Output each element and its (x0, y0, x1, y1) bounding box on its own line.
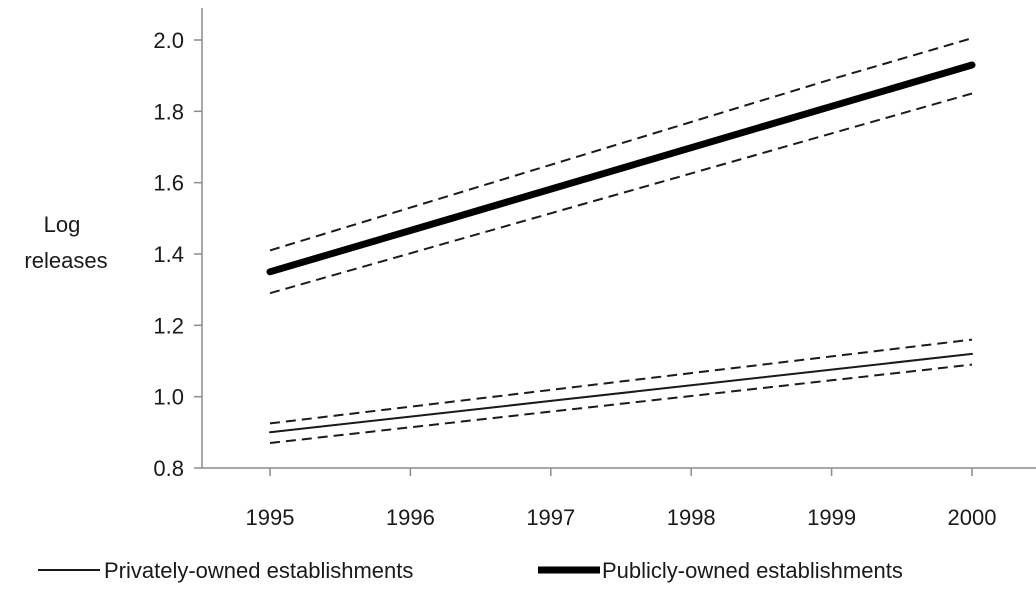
x-tick-label: 1998 (667, 505, 716, 530)
legend-label: Privately-owned establishments (104, 558, 413, 583)
y-axis-title-line-1: Log (44, 212, 81, 237)
y-tick-label: 1.8 (153, 99, 184, 124)
legend-label: Publicly-owned establishments (602, 558, 903, 583)
x-tick-label: 1995 (246, 505, 295, 530)
private-ci-upper-line (269, 338, 973, 425)
public-series-line (266, 61, 976, 276)
x-tick-label: 1999 (807, 505, 856, 530)
public-ci-upper-line (269, 37, 973, 252)
x-tick-label: 2000 (948, 505, 997, 530)
public-ci-lower-line (269, 92, 973, 295)
y-tick-label: 1.4 (153, 242, 184, 267)
private-ci-lower-line (269, 363, 973, 444)
private-series-line (269, 352, 973, 434)
y-tick-label: 2.0 (153, 28, 184, 53)
y-tick-label: 1.6 (153, 171, 184, 196)
y-axis-title-line-2: releases (24, 248, 107, 273)
y-tick-label: 1.2 (153, 313, 184, 338)
x-tick-label: 1997 (526, 505, 575, 530)
confidence-bands (269, 37, 973, 444)
y-tick-label: 1.0 (153, 385, 184, 410)
series-lines (266, 61, 976, 434)
legend: Privately-owned establishments Publicly-o… (38, 558, 903, 583)
y-tick-label: 0.8 (153, 456, 184, 481)
x-tick-label: 1996 (386, 505, 435, 530)
axes: 0.8 1.0 1.2 1.4 1.6 1.8 2.0 1995 1996 1997 1998 199… (153, 8, 1036, 530)
